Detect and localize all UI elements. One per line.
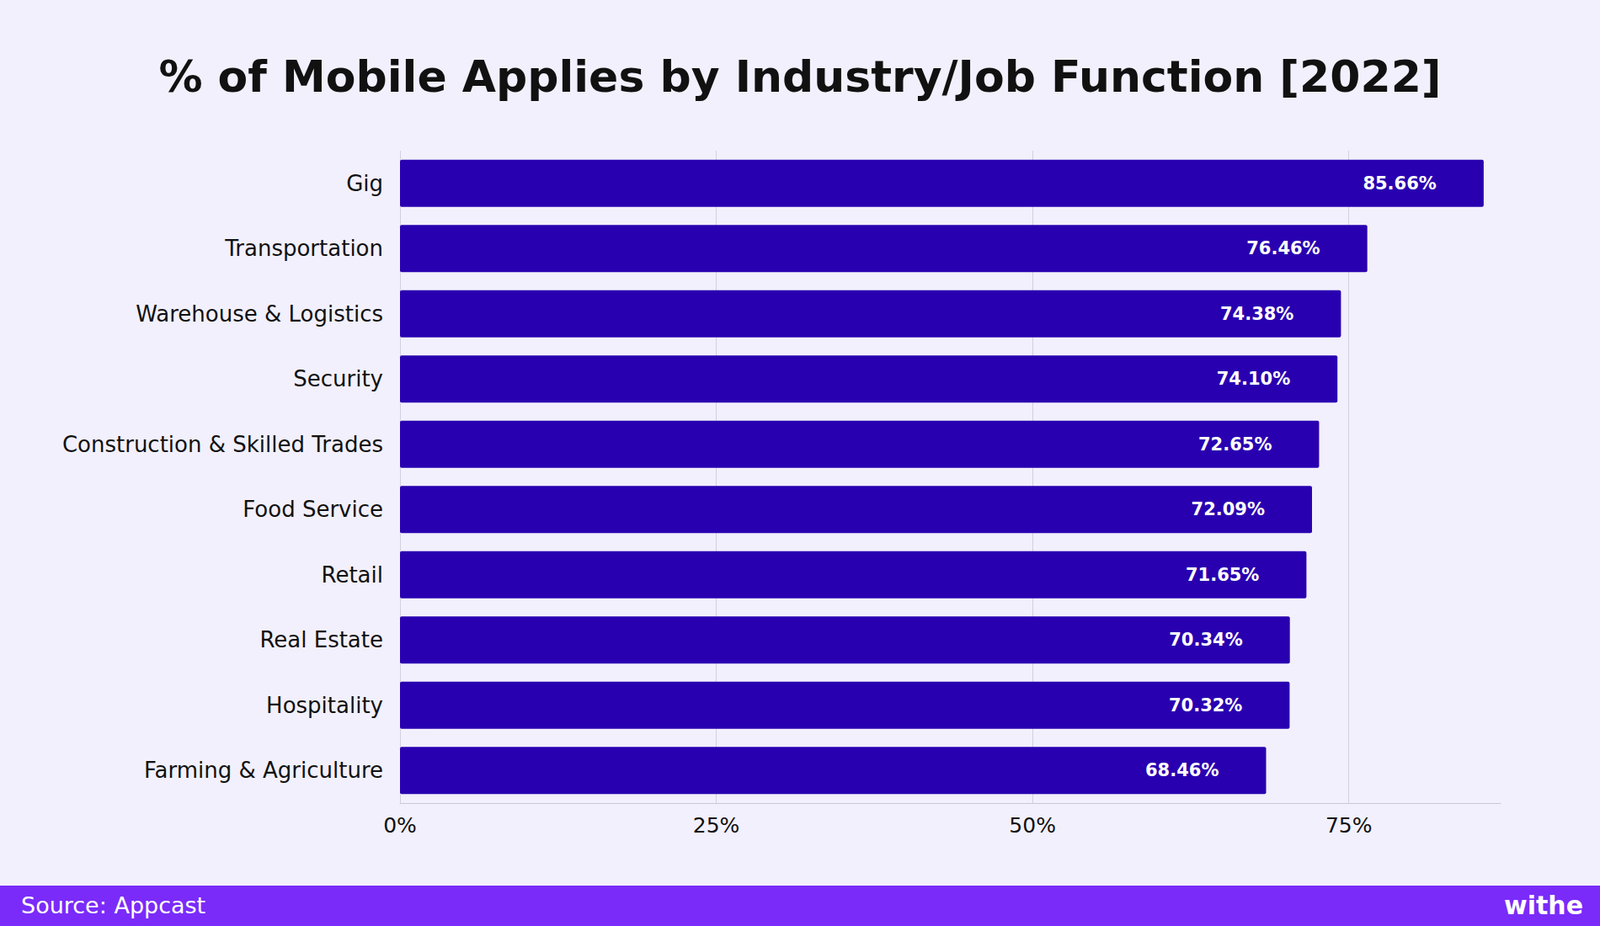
- svg-text:Security: Security: [293, 366, 384, 392]
- svg-text:Transportation: Transportation: [224, 235, 384, 262]
- svg-text:0%: 0%: [383, 813, 417, 838]
- svg-text:Construction & Skilled Trades: Construction & Skilled Trades: [62, 432, 384, 458]
- svg-text:70.32%: 70.32%: [1168, 695, 1243, 716]
- svg-text:74.10%: 74.10%: [1216, 368, 1291, 390]
- svg-text:75%: 75%: [1325, 813, 1373, 838]
- svg-text:% of Mobile Applies by Industr: % of Mobile Applies by Industry/Job Func…: [158, 51, 1441, 102]
- svg-text:68.46%: 68.46%: [1145, 760, 1219, 781]
- svg-text:72.65%: 72.65%: [1198, 434, 1272, 455]
- svg-text:50%: 50%: [1008, 813, 1056, 838]
- svg-text:72.09%: 72.09%: [1191, 499, 1265, 520]
- svg-text:74.38%: 74.38%: [1220, 304, 1294, 325]
- svg-text:Retail: Retail: [321, 562, 384, 588]
- svg-text:Real Estate: Real Estate: [259, 627, 384, 653]
- svg-text:Warehouse & Logistics: Warehouse & Logistics: [135, 301, 384, 327]
- svg-text:76.46%: 76.46%: [1246, 238, 1320, 259]
- svg-text:85.66%: 85.66%: [1362, 173, 1436, 194]
- svg-text:Food Service: Food Service: [242, 496, 384, 523]
- svg-text:70.34%: 70.34%: [1168, 629, 1243, 651]
- svg-text:Gig: Gig: [346, 170, 384, 197]
- svg-text:71.65%: 71.65%: [1185, 565, 1259, 586]
- html-text:Source: Appcast: Source: Appcast: [21, 892, 206, 919]
- svg-text:25%: 25%: [693, 813, 741, 838]
- svg-text:Hospitality: Hospitality: [266, 693, 384, 719]
- html-text:withe: withe: [1504, 890, 1584, 921]
- svg-text:Farming & Agriculture: Farming & Agriculture: [144, 757, 384, 784]
